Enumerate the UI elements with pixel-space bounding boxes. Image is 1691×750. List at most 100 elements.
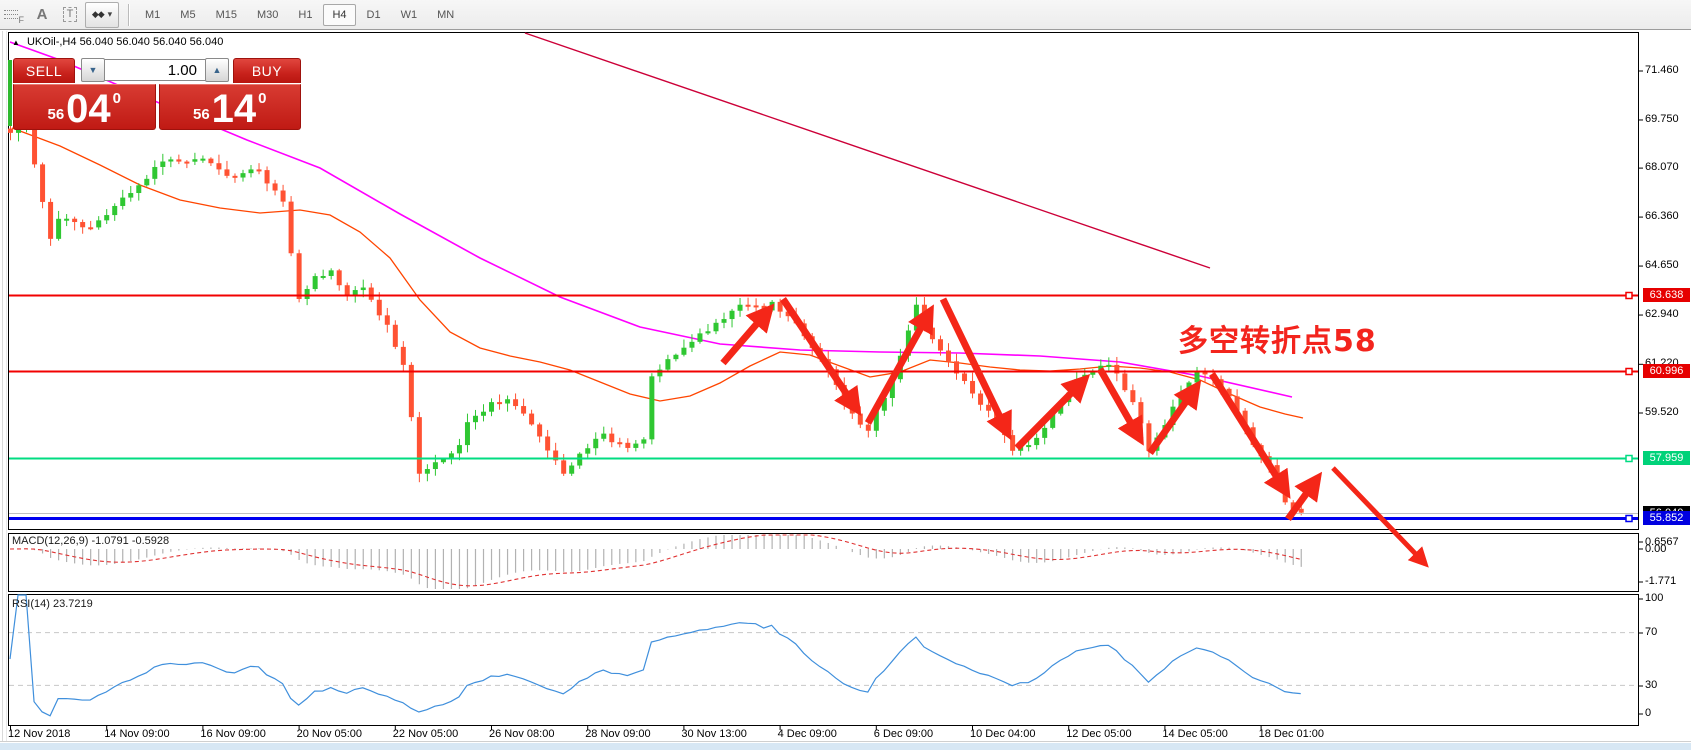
- toolbar-separator: [128, 3, 129, 26]
- macd-axis-label: 0.6567: [1645, 536, 1679, 548]
- bid-big-digits: 04: [66, 87, 111, 131]
- price-tick-label: 62.940: [1645, 308, 1679, 321]
- symbol-period-label: UKOil-,H4: [26, 36, 77, 48]
- rsi-axis-label: 100: [1645, 592, 1664, 604]
- sell-button[interactable]: SELL: [13, 57, 75, 83]
- price-tick-label: 59.520: [1645, 405, 1679, 418]
- horizontal-price-lines[interactable]: [9, 291, 1638, 523]
- time-axis-label: 30 Nov 13:00: [681, 728, 747, 740]
- trend-arrow[interactable]: [939, 297, 1012, 441]
- time-axis-label: 28 Nov 09:00: [585, 728, 651, 740]
- time-axis-label: 10 Dec 04:00: [970, 728, 1036, 740]
- ask-big-digits: 14: [211, 87, 257, 131]
- ohlc-values: 56.040 56.040 56.040 56.040: [79, 36, 224, 48]
- candlestick-series: [8, 116, 1304, 516]
- trend-arrows-annotation[interactable]: [720, 297, 1429, 568]
- timeframe-button-w1[interactable]: W1: [400, 8, 418, 21]
- connection-status-bar: [8, 60, 12, 126]
- timeframe-button-h4[interactable]: H4: [323, 3, 356, 26]
- price-tick-label: 68.070: [1645, 161, 1679, 174]
- time-axis-label: 14 Nov 09:00: [104, 728, 170, 740]
- price-line-tag-57.959: 57.959: [1643, 451, 1690, 465]
- timeframe-button-m1[interactable]: M1: [145, 8, 161, 21]
- timeframe-button-d1[interactable]: D1: [366, 8, 381, 21]
- text-label-icon: A: [36, 6, 48, 23]
- volume-stepper: ▼ ▲: [81, 58, 229, 82]
- time-axis-label: 12 Nov 2018: [8, 728, 71, 740]
- volume-input[interactable]: [105, 59, 205, 81]
- trend-arrow[interactable]: [1014, 373, 1091, 451]
- trend-arrow[interactable]: [1096, 367, 1144, 446]
- timeframe-button-m30[interactable]: M30: [256, 8, 279, 21]
- price-tick-label: 69.750: [1645, 112, 1679, 125]
- time-axis-label: 4 Dec 09:00: [777, 728, 837, 740]
- rsi-axis-label: 0: [1645, 707, 1652, 719]
- line-handle[interactable]: [1625, 454, 1633, 463]
- status-strip: [0, 743, 1691, 750]
- time-axis-label: 12 Dec 05:00: [1066, 728, 1132, 740]
- axis-ticks: [10, 70, 1643, 730]
- timeframe-button-m5[interactable]: M5: [180, 8, 196, 21]
- text-tool-icon: T: [62, 7, 78, 22]
- trend-arrow[interactable]: [780, 297, 862, 417]
- chart-text-annotation[interactable]: 多空转折点58: [1178, 324, 1377, 359]
- trend-arrow[interactable]: [720, 303, 775, 366]
- chart-header: ▲ UKOil-,H4 56.040 56.040 56.040 56.040: [12, 36, 223, 48]
- collapse-triangle-icon[interactable]: ▲: [12, 38, 20, 47]
- macd-signal-line: [9, 534, 1301, 587]
- macd-indicator-label: MACD(12,26,9) -1.0791 -0.5928: [12, 535, 170, 547]
- bid-price-panel[interactable]: 56 04 0: [13, 84, 156, 130]
- rsi-axis-label: 70: [1645, 626, 1658, 638]
- volume-decrease-button[interactable]: ▼: [81, 58, 105, 82]
- price-line-tag-63.638: 63.638: [1643, 288, 1690, 302]
- price-tick-label: 71.460: [1645, 64, 1679, 76]
- arrows-tool-button[interactable]: ◆◆ ▾: [85, 1, 119, 28]
- fibonacci-icon: F: [4, 7, 25, 25]
- fibonacci-retracement-button[interactable]: F: [1, 3, 27, 27]
- macd-axis-label: 0.00: [1645, 543, 1667, 555]
- timeframe-toolbar: M1 M5 M15 M30 H1 H4 D1 W1 MN: [135, 3, 464, 26]
- trend-arrow[interactable]: [1147, 379, 1202, 456]
- time-axis-label: 16 Nov 09:00: [200, 728, 266, 740]
- line-handle[interactable]: [1625, 291, 1633, 300]
- ask-price-panel[interactable]: 56 14 0: [158, 84, 301, 131]
- ask-prefix: 56: [192, 106, 210, 123]
- line-handle[interactable]: [1625, 367, 1633, 376]
- time-axis-label: 14 Dec 05:00: [1162, 728, 1228, 740]
- time-axis-label: 20 Nov 05:00: [296, 728, 363, 740]
- ask-pipette: 0: [258, 90, 267, 107]
- rsi-axis-label: 30: [1645, 679, 1658, 691]
- arrows-dropdown-caret-icon[interactable]: ▾: [107, 9, 113, 19]
- one-click-trade-panel: SELL ▼ ▲ BUY 56 04 0 56 14 0: [8, 57, 301, 131]
- trend-arrow[interactable]: [1285, 471, 1323, 522]
- text-tool-button[interactable]: T: [57, 3, 83, 27]
- volume-increase-button[interactable]: ▲: [205, 58, 229, 82]
- timeframe-button-m15[interactable]: M15: [215, 8, 237, 21]
- rsi-line: [9, 594, 1301, 717]
- toolbar: F A T ◆◆ ▾ M1 M5 M15 M30 H1 H4 D1 W1 MN: [0, 0, 1691, 30]
- price-line-tag-55.852: 55.852: [1643, 511, 1690, 525]
- time-axis-label: 26 Nov 08:00: [489, 728, 555, 740]
- panel-borders: [0, 31, 1691, 742]
- time-axis-label: 6 Dec 09:00: [873, 728, 934, 740]
- fibonacci-icon-letter: F: [18, 14, 25, 25]
- line-handle[interactable]: [1625, 514, 1633, 523]
- rsi-indicator-label: RSI(14) 23.7219: [12, 598, 93, 610]
- trend-arrow[interactable]: [1209, 372, 1291, 499]
- bid-prefix: 56: [47, 106, 65, 123]
- descending-trendline[interactable]: [524, 32, 1211, 269]
- time-axis-label: 18 Dec 01:00: [1258, 728, 1325, 740]
- timeframe-button-mn[interactable]: MN: [437, 8, 455, 21]
- trend-arrow[interactable]: [1331, 466, 1429, 568]
- price-line-tag-60.996: 60.996: [1643, 364, 1690, 378]
- trend-arrow[interactable]: [864, 304, 934, 425]
- bid-pipette: 0: [112, 90, 122, 107]
- price-tick-label: 64.650: [1645, 259, 1679, 272]
- text-label-button[interactable]: A: [29, 3, 55, 27]
- time-axis-label: 22 Nov 05:00: [392, 728, 459, 740]
- timeframe-button-h1[interactable]: H1: [298, 8, 313, 21]
- macd-histogram: [17, 535, 1302, 589]
- buy-button[interactable]: BUY: [233, 57, 301, 83]
- arrows-tool-icon: ◆◆: [91, 9, 105, 19]
